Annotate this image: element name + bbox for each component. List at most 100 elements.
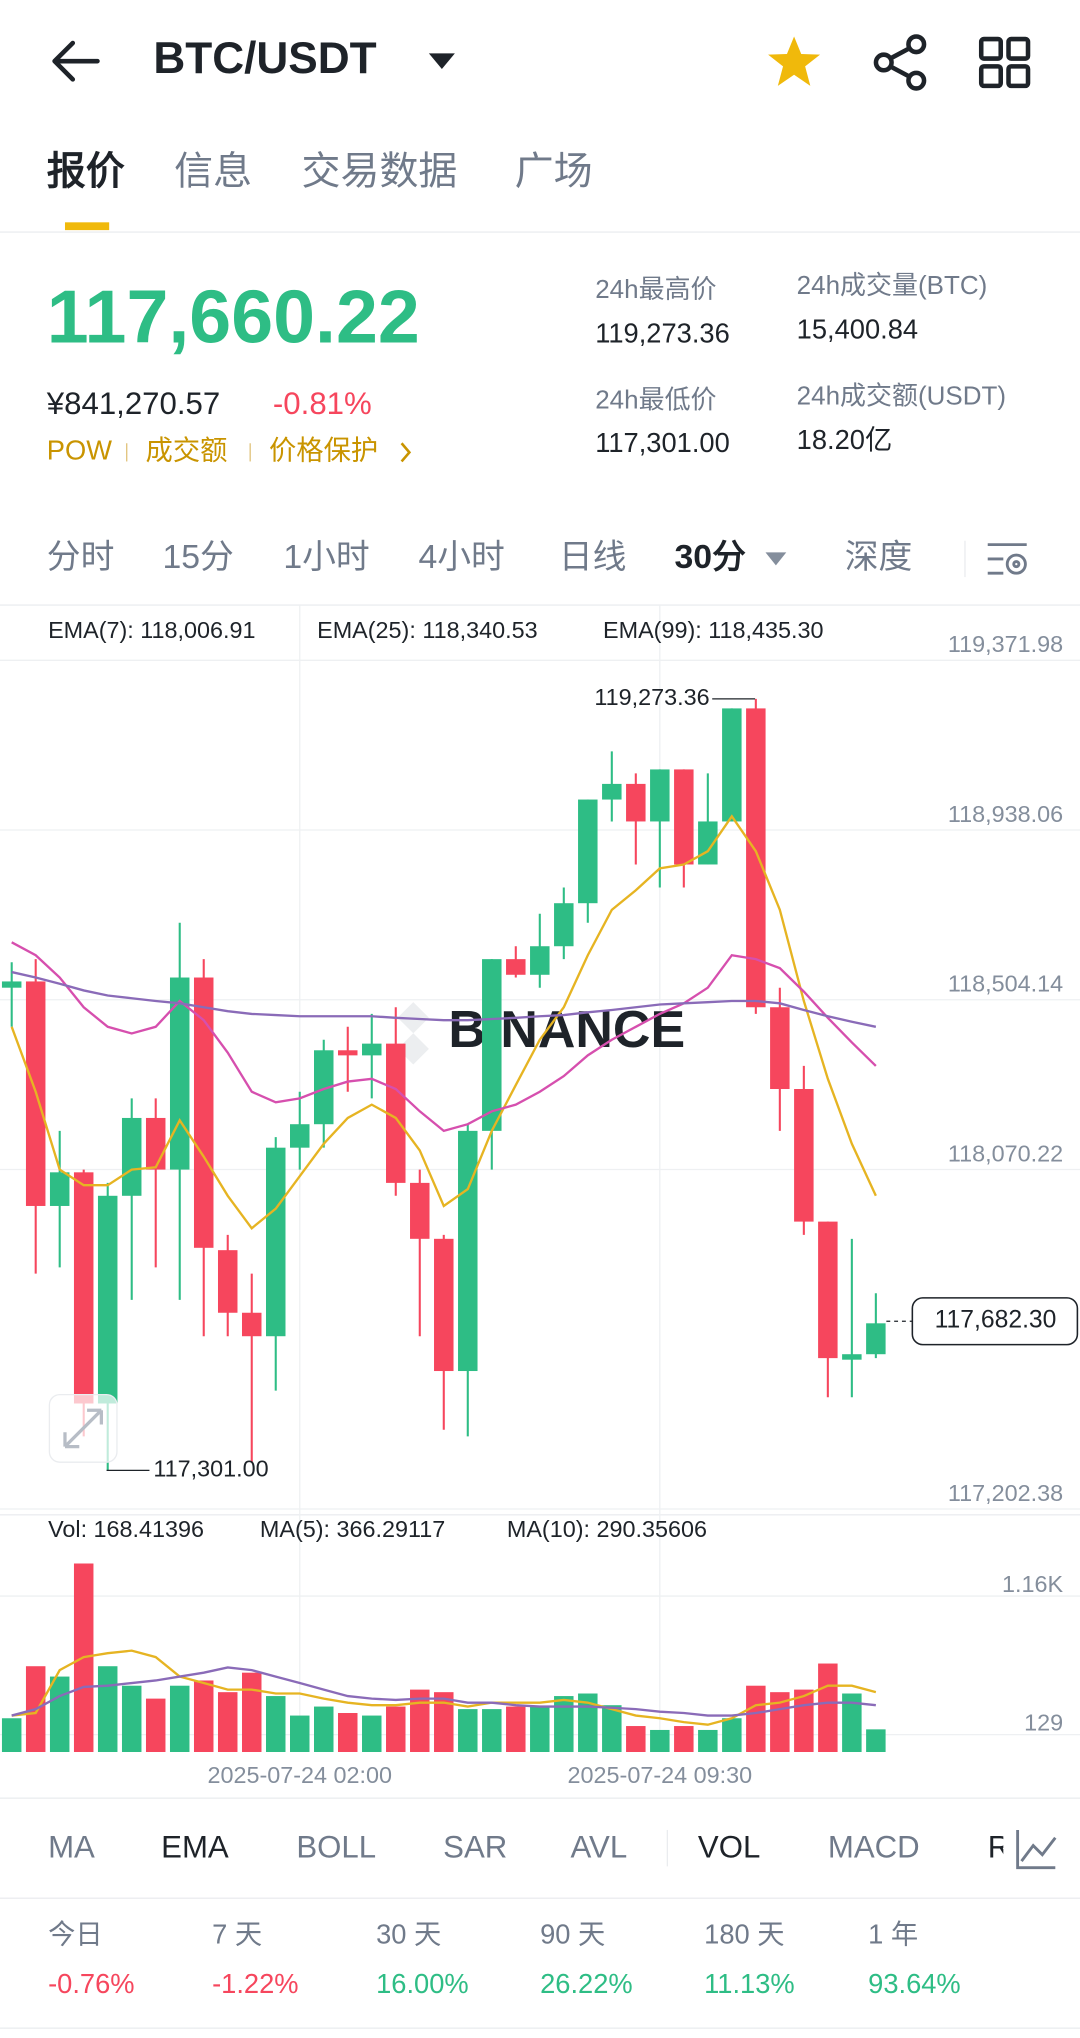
candle-body <box>650 769 670 822</box>
volume-bar <box>217 1692 238 1752</box>
chart-settings-icon[interactable] <box>987 543 1027 575</box>
tag[interactable]: POW <box>47 435 112 466</box>
y-tick-label: 118,504.14 <box>948 971 1063 997</box>
volume-bar <box>458 1709 478 1752</box>
volume-bar <box>193 1680 214 1752</box>
interval[interactable]: 15分 <box>162 538 233 576</box>
y-tick-label: 118,070.22 <box>948 1140 1063 1166</box>
divider <box>0 1897 1080 1899</box>
candle-body <box>818 1221 838 1359</box>
legend-entry: MA(5): 366.29117 <box>260 1516 445 1542</box>
indicator-line <box>11 1666 876 1717</box>
divider <box>0 231 1080 233</box>
volume-bar <box>265 1696 286 1752</box>
indicator-line <box>11 970 877 1028</box>
fullscreen-icon <box>63 1408 103 1449</box>
y-tick-label: 119,371.98 <box>948 631 1063 657</box>
candle-body <box>674 769 694 865</box>
candle-body <box>458 1130 478 1372</box>
volume-bar <box>49 1676 70 1752</box>
period-change: 11.13% <box>704 1968 795 1999</box>
period-change: 26.22% <box>540 1968 633 1999</box>
volume-bar <box>626 1726 646 1752</box>
pane-divider <box>0 1514 1080 1516</box>
interval[interactable]: 1小时 <box>283 538 369 576</box>
indicator-active[interactable]: EMA <box>161 1830 229 1865</box>
pair-dropdown[interactable] <box>428 53 455 69</box>
stat-label: 24h成交量(BTC) <box>797 270 988 300</box>
indicator[interactable]: AVL <box>571 1830 628 1865</box>
legend-entry: MA(10): 290.35606 <box>507 1516 707 1542</box>
period-label: 1 年 <box>868 1919 918 1950</box>
interval[interactable]: 日线 <box>559 538 627 576</box>
volume-tick-label: 129 <box>1024 1709 1063 1735</box>
candle-body <box>602 783 622 800</box>
interval-dropdown[interactable] <box>765 552 787 566</box>
tab-indicator <box>64 222 110 231</box>
volume-bar <box>290 1715 310 1752</box>
high-label: 119,273.36 <box>594 684 709 710</box>
volume-bar <box>121 1685 142 1752</box>
chart: 119,371.98 118,938.06 118,504.14 118,070.22… <box>0 605 1080 1788</box>
legend-entry: EMA(7): 118,006.91 <box>48 617 255 643</box>
interval[interactable]: 深度 <box>845 538 913 576</box>
candle-body <box>434 1238 454 1372</box>
candle-body <box>626 783 646 822</box>
volume-bar <box>410 1689 430 1752</box>
interval[interactable]: 分时 <box>47 538 115 576</box>
divider <box>0 604 1080 606</box>
candle-body <box>169 977 190 1170</box>
x-tick-label: 2025-07-24 09:30 <box>568 1762 753 1788</box>
volume-tick-label: 1.16K <box>1002 1571 1063 1597</box>
candle-body <box>506 959 526 975</box>
interval[interactable]: 4小时 <box>418 538 504 576</box>
interval-active[interactable]: 30分 <box>675 538 747 576</box>
volume-bar <box>842 1693 862 1752</box>
tag-separator <box>249 443 251 462</box>
candle-body <box>530 946 550 975</box>
volume-bar <box>722 1718 742 1752</box>
candle-body <box>145 1117 166 1170</box>
indicator-settings-icon[interactable] <box>1016 1829 1057 1870</box>
indicator[interactable]: MA <box>48 1830 95 1865</box>
period-label: 90 天 <box>540 1919 605 1950</box>
tag[interactable]: 价格保护 <box>269 435 378 466</box>
share-icon[interactable] <box>873 34 927 91</box>
volume-bar <box>578 1693 598 1752</box>
candle-body <box>482 959 502 1131</box>
tag[interactable]: 成交额 <box>146 435 228 466</box>
pair-title[interactable]: BTC/USDT <box>153 34 376 83</box>
period-label: 7 天 <box>212 1919 262 1950</box>
volume-bar <box>386 1706 406 1752</box>
candle-body <box>73 1172 94 1404</box>
volume-bar <box>169 1685 190 1752</box>
indicator-active[interactable]: VOL <box>698 1830 760 1865</box>
indicator[interactable]: SAR <box>443 1830 507 1865</box>
separator <box>964 540 966 578</box>
favorite-star[interactable] <box>768 36 821 86</box>
period-label: 180 天 <box>704 1919 784 1950</box>
candle-body <box>338 1050 358 1056</box>
period-change: 93.64% <box>868 1968 961 1999</box>
volume-bar <box>145 1698 166 1752</box>
x-tick-label: 2025-07-24 02:00 <box>207 1762 392 1788</box>
volume-bar <box>362 1715 382 1752</box>
indicator[interactable]: MACD <box>828 1830 920 1865</box>
tab[interactable]: 广场 <box>515 151 593 194</box>
volume-bar <box>554 1696 574 1752</box>
volume-bar <box>770 1692 790 1752</box>
indicator[interactable]: BOLL <box>296 1830 376 1865</box>
separator <box>666 1829 669 1867</box>
volume-bar <box>338 1713 358 1752</box>
tab[interactable]: 信息 <box>174 151 252 194</box>
grid-menu-icon[interactable] <box>978 36 1031 89</box>
volume-bar <box>1 1718 22 1752</box>
volume-bar <box>674 1726 694 1752</box>
period-label: 今日 <box>48 1919 103 1950</box>
candle-body <box>49 1172 70 1206</box>
back-button[interactable] <box>52 40 100 82</box>
candle-body <box>193 977 214 1248</box>
tab[interactable]: 报价 <box>47 151 125 194</box>
tab[interactable]: 交易数据 <box>302 151 458 194</box>
stat-label: 24h成交额(USDT) <box>797 381 1006 411</box>
